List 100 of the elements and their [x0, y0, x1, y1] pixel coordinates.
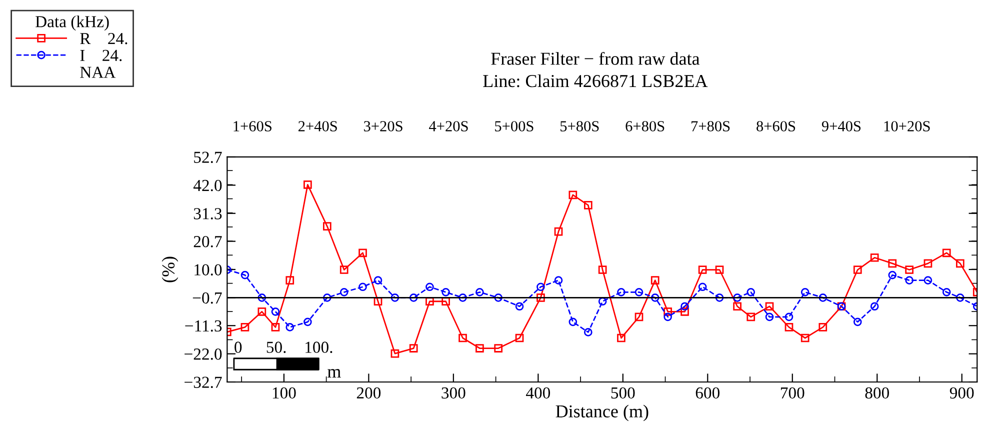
point [617, 288, 626, 296]
point [800, 334, 810, 342]
y-axis-title: (%) [162, 256, 178, 282]
point [304, 318, 312, 326]
y-tick-label: 10.0 [194, 264, 222, 276]
y-tick-label: 20.7 [194, 236, 222, 248]
point [784, 323, 794, 332]
legend-label: I 24. [80, 50, 122, 62]
point [515, 334, 524, 342]
y-tick-label: −11.3 [185, 320, 222, 332]
point [258, 294, 266, 302]
point [765, 302, 774, 311]
point [340, 288, 348, 296]
text: 7+80S [692, 121, 730, 132]
text: 1+60S [234, 121, 272, 132]
point [258, 307, 266, 316]
point [746, 288, 756, 296]
text: 4+20S [429, 121, 468, 132]
annotation: m [328, 368, 341, 378]
point [905, 276, 914, 284]
point [340, 266, 348, 274]
point [426, 282, 434, 292]
point [634, 288, 644, 296]
point [476, 288, 484, 296]
point [715, 266, 724, 274]
x-tick-label: 100 [272, 387, 296, 399]
point [818, 294, 828, 302]
point [746, 312, 756, 322]
x-tick-label: 800 [865, 387, 889, 399]
point [409, 344, 418, 352]
point [650, 276, 660, 284]
x-tick-label: 900 [950, 387, 974, 399]
y-tick-label: 52.7 [194, 152, 222, 164]
point [680, 307, 689, 316]
point [924, 259, 932, 268]
x-tick-label: 400 [526, 387, 550, 399]
point [409, 294, 418, 302]
point [322, 222, 332, 230]
point [853, 318, 862, 326]
point [554, 227, 563, 236]
point [358, 282, 367, 292]
point [698, 282, 707, 292]
text: 6+80S [626, 121, 664, 132]
point [476, 344, 484, 352]
point [240, 270, 250, 280]
x-tick-label: 300 [442, 387, 466, 399]
point [870, 302, 879, 311]
point [650, 294, 660, 302]
annotation: 0 [234, 342, 242, 353]
point [584, 201, 592, 210]
point [390, 294, 400, 302]
y-tick-label: 42.0 [193, 180, 222, 192]
text: 10+20S [884, 121, 930, 132]
point [536, 294, 545, 302]
point [442, 297, 450, 306]
point [853, 266, 862, 274]
text: NAA [80, 66, 116, 78]
point [733, 294, 742, 302]
point [568, 190, 578, 200]
x-tick-label: 600 [696, 387, 720, 399]
text: 8+60S [756, 121, 796, 132]
text: 5+80S [560, 121, 599, 132]
point [304, 180, 312, 189]
point [536, 282, 545, 292]
point [715, 294, 724, 302]
point [554, 276, 563, 284]
annotation: 50. [266, 342, 286, 353]
point [322, 294, 332, 302]
point [271, 323, 280, 332]
point [924, 276, 932, 284]
point [458, 294, 467, 302]
point [956, 259, 964, 268]
point [426, 297, 434, 306]
point [286, 323, 294, 332]
point [800, 288, 810, 296]
point [286, 276, 294, 284]
point [271, 307, 280, 316]
point [390, 349, 400, 358]
point [698, 266, 707, 274]
point [598, 297, 607, 306]
point [515, 302, 524, 311]
y-tick-label: −32.7 [184, 376, 222, 388]
point [374, 276, 382, 284]
point [870, 253, 879, 262]
x-axis-title: Distance (m) [556, 404, 648, 422]
point [680, 302, 689, 311]
point [240, 323, 250, 332]
point [598, 266, 607, 274]
point [784, 312, 794, 322]
point [942, 288, 951, 296]
chart-subtitle: Line: Claim 4266871 LSB2EA [483, 74, 708, 88]
point [634, 312, 644, 322]
point [358, 248, 367, 258]
point [905, 266, 914, 274]
point [568, 318, 578, 326]
point [494, 294, 503, 302]
point [765, 312, 774, 322]
y-tick-label: −0.7 [192, 292, 222, 304]
text: 5+00S [495, 121, 534, 132]
point [442, 288, 450, 296]
